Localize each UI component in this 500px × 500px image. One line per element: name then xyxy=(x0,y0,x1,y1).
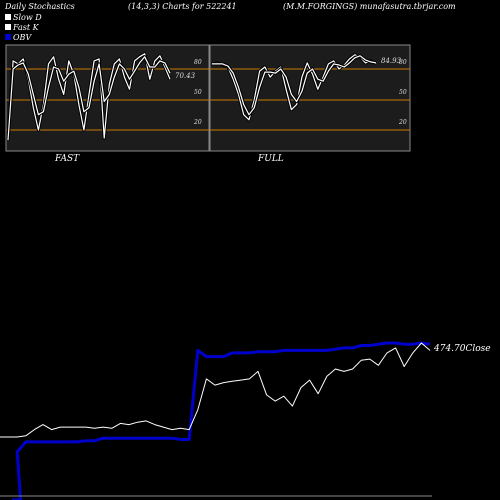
fast-level-20-label: 20 xyxy=(193,119,202,126)
fast-level-80-label: 80 xyxy=(194,59,202,66)
legend-swatch-fast-k xyxy=(5,24,11,30)
legend-label-slow-d: Slow D xyxy=(13,13,42,22)
legend-swatch-obv xyxy=(5,34,11,40)
legend-label-fast-k: Fast K xyxy=(12,23,40,32)
full-panel: 80 50 20 84.93 xyxy=(209,44,411,152)
full-last-value: 84.93 xyxy=(381,57,402,65)
legend-swatch-slow-d xyxy=(5,14,11,20)
legend: Slow D Fast K OBV xyxy=(5,13,42,42)
price-line xyxy=(0,342,431,438)
chart-symbol: (M.M.FORGINGS) munafasutra.tbrjar.com xyxy=(283,2,456,11)
full-level-80-label: 80 xyxy=(399,59,407,66)
fast-label: FAST xyxy=(54,154,80,164)
fast-last-value: 70.43 xyxy=(175,72,196,80)
obv-line xyxy=(12,341,431,500)
full-fast-k-line xyxy=(211,54,377,121)
legend-label-obv: OBV xyxy=(13,33,32,42)
fast-fast-k-line xyxy=(7,53,171,141)
fast-panel: 80 50 20 70.43 xyxy=(5,44,210,152)
chart-params: (14,3,3) Charts for 522241 xyxy=(128,2,237,11)
price-obv-panel xyxy=(0,341,431,500)
full-slow-d-line xyxy=(212,55,377,116)
chart-title: Daily Stochastics xyxy=(4,2,75,11)
full-level-20-label: 20 xyxy=(398,119,407,126)
full-level-50-label: 50 xyxy=(399,89,407,96)
fast-level-50-label: 50 xyxy=(194,89,202,96)
full-label: FULL xyxy=(257,154,284,164)
close-label: 474.70Close xyxy=(433,344,491,354)
fast-slow-d-line xyxy=(7,56,171,141)
